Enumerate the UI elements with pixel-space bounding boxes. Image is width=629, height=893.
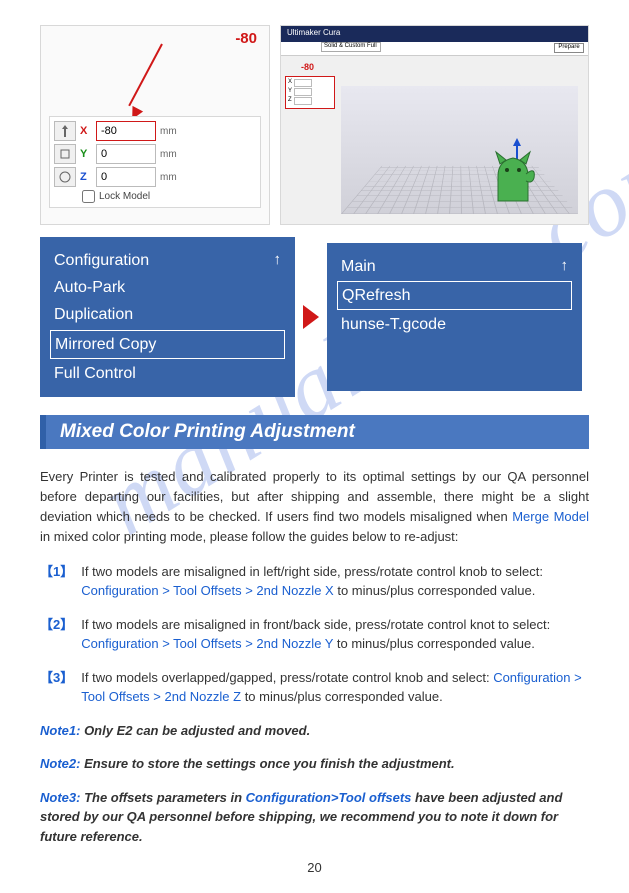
step-num-3: 【3】 bbox=[40, 668, 73, 707]
x-input[interactable] bbox=[96, 121, 156, 141]
step-num-2: 【2】 bbox=[40, 615, 73, 654]
menu-item-mirrored[interactable]: Mirrored Copy bbox=[50, 330, 285, 359]
y-label: Y bbox=[80, 148, 92, 160]
cura-tab: Solid & Custom Full bbox=[321, 42, 381, 52]
right-arrow-icon bbox=[303, 305, 319, 329]
move-y-icon bbox=[54, 144, 76, 164]
menu-item-autopark[interactable]: Auto-Park bbox=[54, 274, 281, 301]
move-x-icon bbox=[54, 121, 76, 141]
step-2: 【2】 If two models are misaligned in fron… bbox=[40, 615, 589, 654]
note-3: Note3: The offsets parameters in Configu… bbox=[40, 788, 589, 847]
neg80-label: -80 bbox=[235, 30, 257, 47]
merge-model-link: Merge Model bbox=[512, 509, 589, 524]
section-title: Mixed Color Printing Adjustment bbox=[40, 415, 589, 449]
page-number: 20 bbox=[40, 860, 589, 875]
right-menu: ↑ Main QRefresh hunse-T.gcode bbox=[327, 243, 582, 391]
menu-item-fullcontrol[interactable]: Full Control bbox=[54, 360, 281, 387]
z-label: Z bbox=[80, 171, 92, 183]
z-input[interactable] bbox=[96, 167, 156, 187]
menu-item-qrefresh[interactable]: QRefresh bbox=[337, 281, 572, 310]
x-unit: mm bbox=[160, 126, 177, 137]
move-z-icon bbox=[54, 167, 76, 187]
left-menu: ↑ Configuration Auto-Park Duplication Mi… bbox=[40, 237, 295, 397]
small-coord-panel: X Y Z bbox=[285, 76, 335, 109]
menu-item-main[interactable]: Main bbox=[341, 253, 568, 280]
lock-model-label: Lock Model bbox=[99, 191, 150, 202]
step-num-1: 【1】 bbox=[40, 562, 73, 601]
y-input[interactable] bbox=[96, 144, 156, 164]
intro-paragraph: Every Printer is tested and calibrated p… bbox=[40, 467, 589, 548]
menu-item-configuration[interactable]: Configuration bbox=[54, 247, 281, 274]
plate-grid bbox=[341, 166, 578, 214]
small-neg80: -80 bbox=[301, 62, 314, 72]
menu-item-duplication[interactable]: Duplication bbox=[54, 301, 281, 328]
pointer-arrow-line bbox=[128, 44, 163, 107]
top-illustrations: -80 X mm Y mm Z bbox=[40, 25, 589, 225]
z-unit: mm bbox=[160, 172, 177, 183]
cura-screenshot: Ultimaker Cura Prepare Solid & Custom Fu… bbox=[280, 25, 589, 225]
cat-model-icon bbox=[488, 146, 538, 206]
coordinate-inputs: X mm Y mm Z mm Lock bbox=[49, 116, 261, 208]
note-2: Note2: Ensure to store the settings once… bbox=[40, 754, 589, 774]
up-arrow-icon: ↑ bbox=[274, 247, 282, 273]
up-arrow-icon: ↑ bbox=[561, 253, 569, 279]
cura-prepare-button: Prepare bbox=[554, 43, 584, 53]
x-label: X bbox=[80, 125, 92, 137]
printer-menus: ↑ Configuration Auto-Park Duplication Mi… bbox=[40, 237, 589, 397]
note-1: Note1: Only E2 can be adjusted and moved… bbox=[40, 721, 589, 741]
cura-titlebar: Ultimaker Cura bbox=[281, 26, 588, 42]
build-plate bbox=[341, 86, 578, 214]
y-unit: mm bbox=[160, 149, 177, 160]
menu-item-gcode[interactable]: hunse-T.gcode bbox=[341, 311, 568, 338]
step-1: 【1】 If two models are misaligned in left… bbox=[40, 562, 589, 601]
lock-model-checkbox[interactable] bbox=[82, 190, 95, 203]
steps-list: 【1】 If two models are misaligned in left… bbox=[40, 562, 589, 707]
step-3: 【3】 If two models overlapped/gapped, pre… bbox=[40, 668, 589, 707]
coord-panel-closeup: -80 X mm Y mm Z bbox=[40, 25, 270, 225]
